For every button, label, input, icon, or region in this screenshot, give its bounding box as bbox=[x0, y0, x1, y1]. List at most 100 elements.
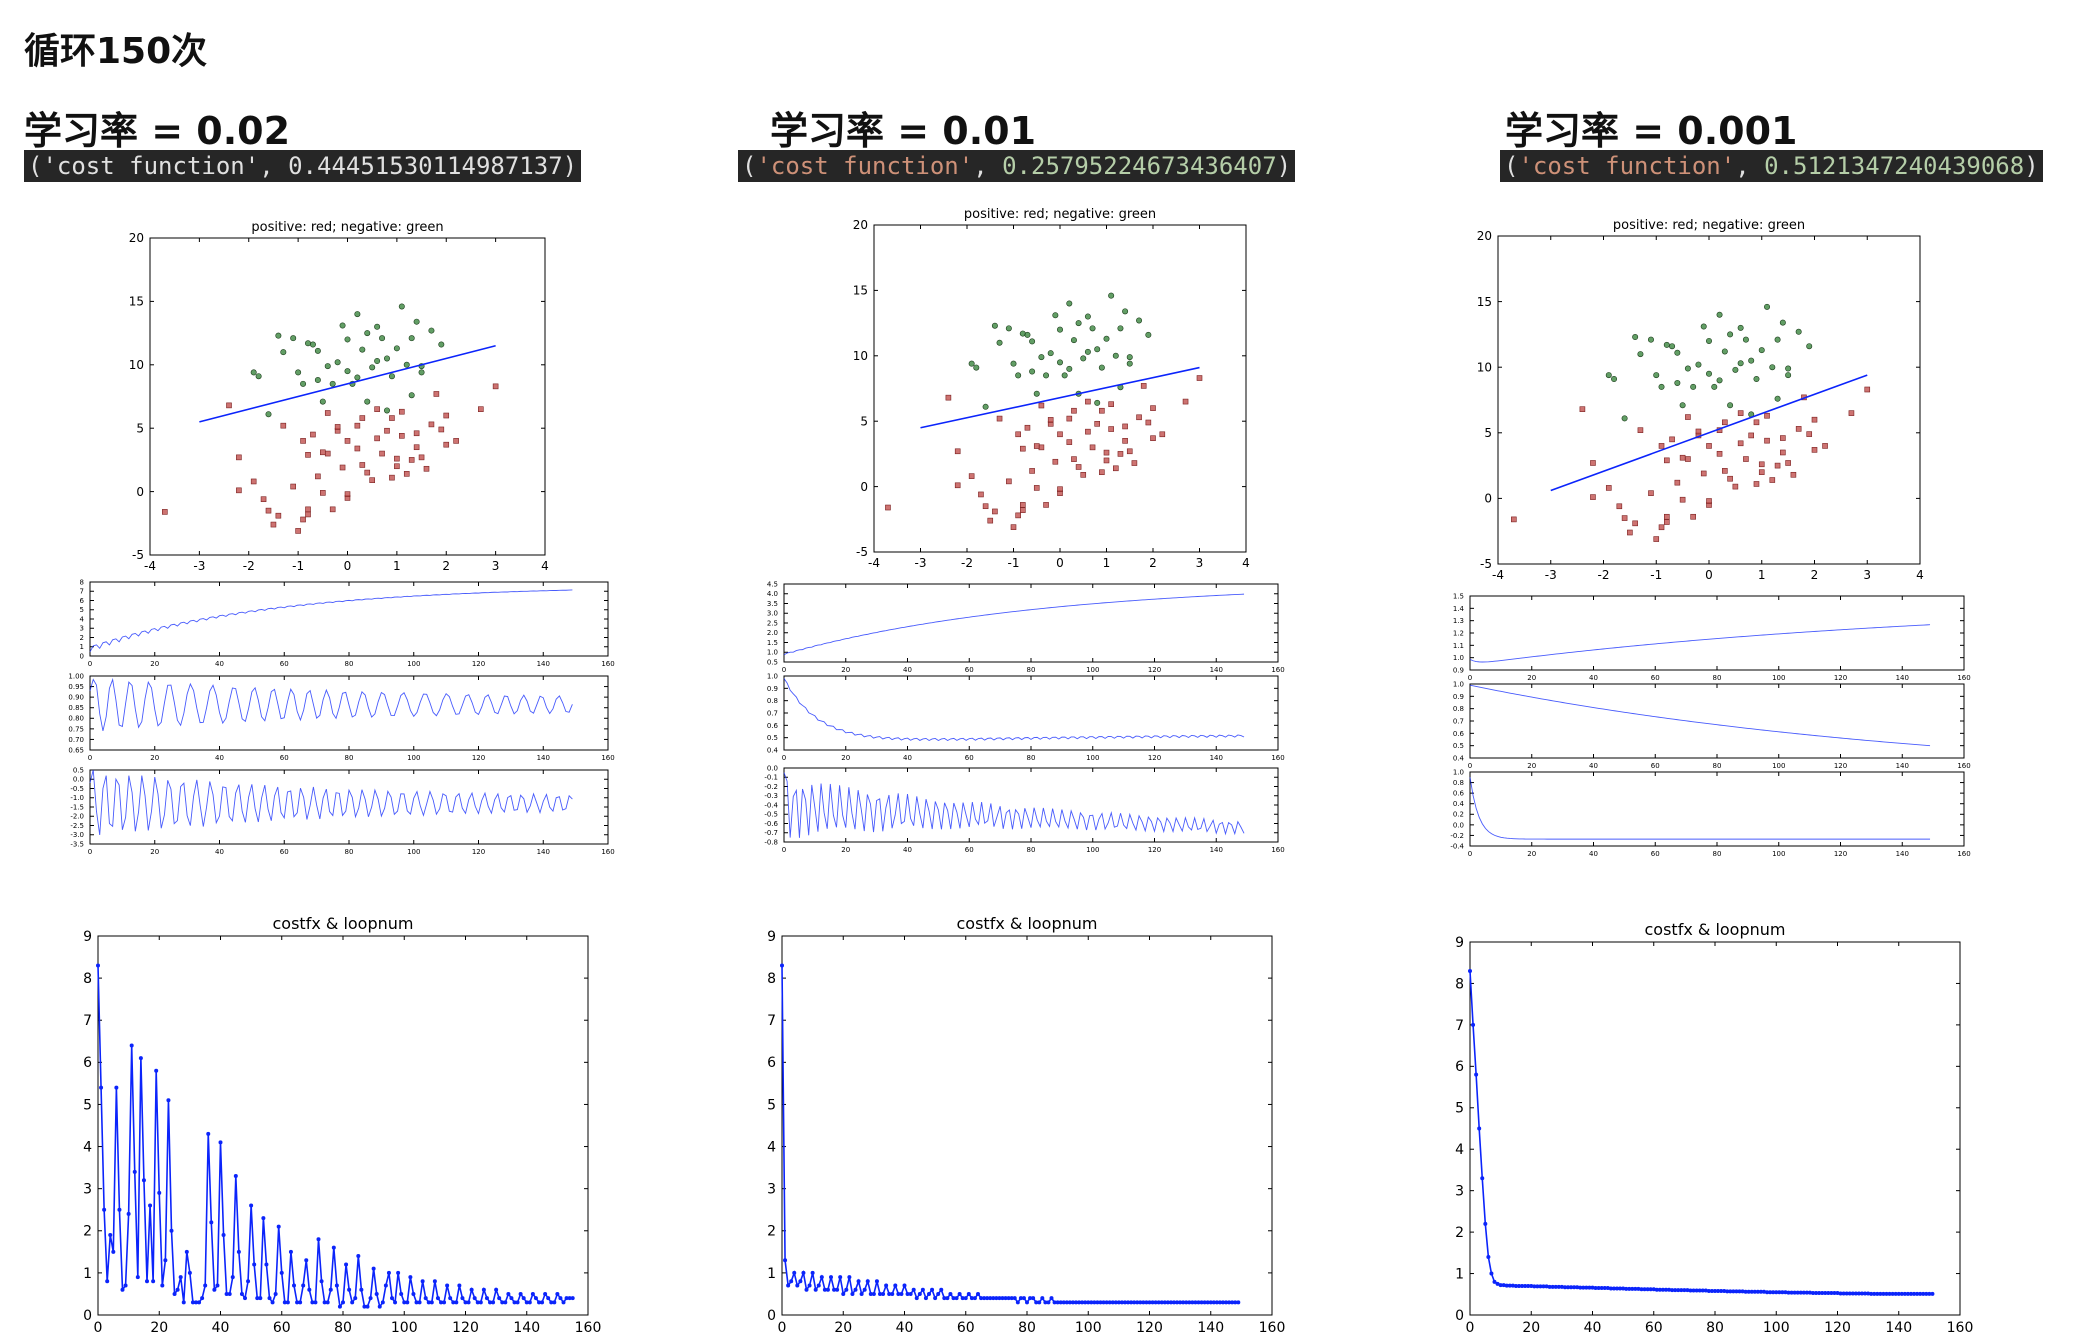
cost-point bbox=[435, 1296, 440, 1301]
cost-point bbox=[1740, 1289, 1745, 1294]
x-tick-label: 0 bbox=[1466, 1320, 1475, 1334]
cost-point bbox=[1752, 1289, 1757, 1294]
negative-point bbox=[1070, 337, 1077, 344]
positive-point bbox=[1159, 431, 1166, 438]
cost-point bbox=[344, 1262, 349, 1267]
negative-point bbox=[1043, 372, 1050, 379]
negative-point bbox=[408, 335, 415, 342]
y-tick-label: 0 bbox=[767, 1308, 776, 1324]
cost-point bbox=[1795, 1290, 1800, 1295]
cost-point bbox=[1758, 1289, 1763, 1294]
cost-point bbox=[835, 1287, 840, 1292]
cost-point bbox=[1719, 1288, 1724, 1293]
positive-point bbox=[413, 430, 420, 437]
cost-point bbox=[1869, 1291, 1874, 1296]
cost-point bbox=[491, 1300, 496, 1305]
page-title: 循环150次 bbox=[24, 31, 208, 72]
cost-point bbox=[497, 1296, 502, 1301]
y-tick-label: 2.0 bbox=[767, 629, 778, 637]
negative-point bbox=[1748, 357, 1755, 364]
positive-point bbox=[1010, 524, 1017, 530]
cost-point bbox=[478, 1300, 483, 1305]
positive-point bbox=[1811, 416, 1818, 423]
y-tick-label: 1.5 bbox=[767, 639, 778, 647]
cost-point bbox=[1070, 1300, 1075, 1305]
cost-point bbox=[1495, 1281, 1500, 1286]
plot-frame bbox=[89, 581, 609, 657]
negative-point bbox=[334, 359, 341, 366]
cost-point bbox=[960, 1296, 965, 1301]
positive-point bbox=[992, 508, 998, 515]
cost-point bbox=[899, 1291, 904, 1296]
positive-point bbox=[1117, 451, 1124, 457]
positive-point bbox=[1085, 398, 1091, 405]
cost-point bbox=[1645, 1287, 1650, 1292]
cost-point bbox=[1679, 1288, 1684, 1293]
positive-point bbox=[1113, 465, 1119, 472]
x-tick-label: 4 bbox=[541, 559, 549, 573]
x-tick-label: 160 bbox=[1957, 850, 1970, 858]
positive-point bbox=[339, 464, 346, 471]
positive-point bbox=[413, 444, 420, 451]
cost-point bbox=[982, 1296, 987, 1301]
cost-point bbox=[212, 1287, 217, 1292]
cost-point bbox=[405, 1300, 410, 1305]
cost-point bbox=[1608, 1286, 1613, 1291]
positive-point bbox=[1706, 498, 1712, 504]
x-tick-label: 140 bbox=[1197, 1320, 1224, 1334]
cost-point bbox=[475, 1300, 480, 1305]
cost-point bbox=[1921, 1291, 1926, 1296]
x-tick-label: 0 bbox=[1705, 568, 1713, 582]
cost-point bbox=[1095, 1300, 1100, 1305]
cost-point bbox=[1792, 1290, 1797, 1295]
y-tick-label: 0.9 bbox=[1453, 693, 1464, 701]
positive-point bbox=[1038, 402, 1045, 409]
cost-point bbox=[856, 1279, 861, 1284]
y-tick-label: 0.4 bbox=[1453, 800, 1465, 808]
positive-point bbox=[1627, 529, 1633, 536]
negative-point bbox=[1005, 325, 1012, 332]
positive-point bbox=[1658, 443, 1665, 449]
cost-point bbox=[1878, 1291, 1883, 1296]
x-tick-label: 100 bbox=[1075, 1320, 1102, 1334]
cost-point bbox=[945, 1296, 950, 1301]
cost-point bbox=[258, 1296, 263, 1301]
cost-point bbox=[319, 1279, 324, 1284]
negative-point bbox=[438, 341, 445, 348]
negative-point bbox=[1737, 324, 1744, 331]
y-tick-label: 1.0 bbox=[1453, 768, 1464, 776]
cost-point bbox=[451, 1300, 456, 1305]
cost-point bbox=[1098, 1300, 1103, 1305]
cost-point bbox=[1003, 1296, 1008, 1301]
positive-point bbox=[1664, 457, 1670, 464]
cost-point bbox=[1107, 1300, 1112, 1305]
cost-point bbox=[224, 1291, 229, 1296]
cost-point bbox=[1823, 1291, 1828, 1296]
cost-point bbox=[1737, 1289, 1742, 1294]
positive-point bbox=[1182, 398, 1189, 405]
cost-point bbox=[197, 1300, 202, 1305]
cost-point bbox=[1587, 1285, 1592, 1290]
x-tick-label: 100 bbox=[1772, 850, 1785, 858]
negative-point bbox=[1753, 376, 1760, 383]
y-tick-label: -2.0 bbox=[70, 813, 84, 821]
positive-point bbox=[954, 482, 961, 489]
cost-point bbox=[1492, 1279, 1497, 1284]
y-tick-label: 4 bbox=[83, 1139, 92, 1155]
cost-point bbox=[1909, 1291, 1913, 1296]
cost-point bbox=[466, 1300, 471, 1305]
negative-point bbox=[1108, 292, 1115, 299]
x-tick-label: 20 bbox=[150, 754, 159, 762]
positive-point bbox=[1071, 456, 1077, 462]
cost-point bbox=[230, 1275, 235, 1280]
cost-point bbox=[1061, 1300, 1066, 1305]
console-value: 0.5121347240439068 bbox=[1764, 152, 2025, 180]
y-tick-label: 7 bbox=[80, 588, 84, 596]
cost-point bbox=[151, 1279, 156, 1284]
positive-point bbox=[1057, 431, 1063, 438]
cost-point bbox=[874, 1279, 879, 1284]
cost-point bbox=[209, 1220, 214, 1225]
cost-point bbox=[169, 1228, 174, 1233]
cost-point bbox=[1866, 1291, 1871, 1296]
negative-point bbox=[1112, 352, 1119, 359]
